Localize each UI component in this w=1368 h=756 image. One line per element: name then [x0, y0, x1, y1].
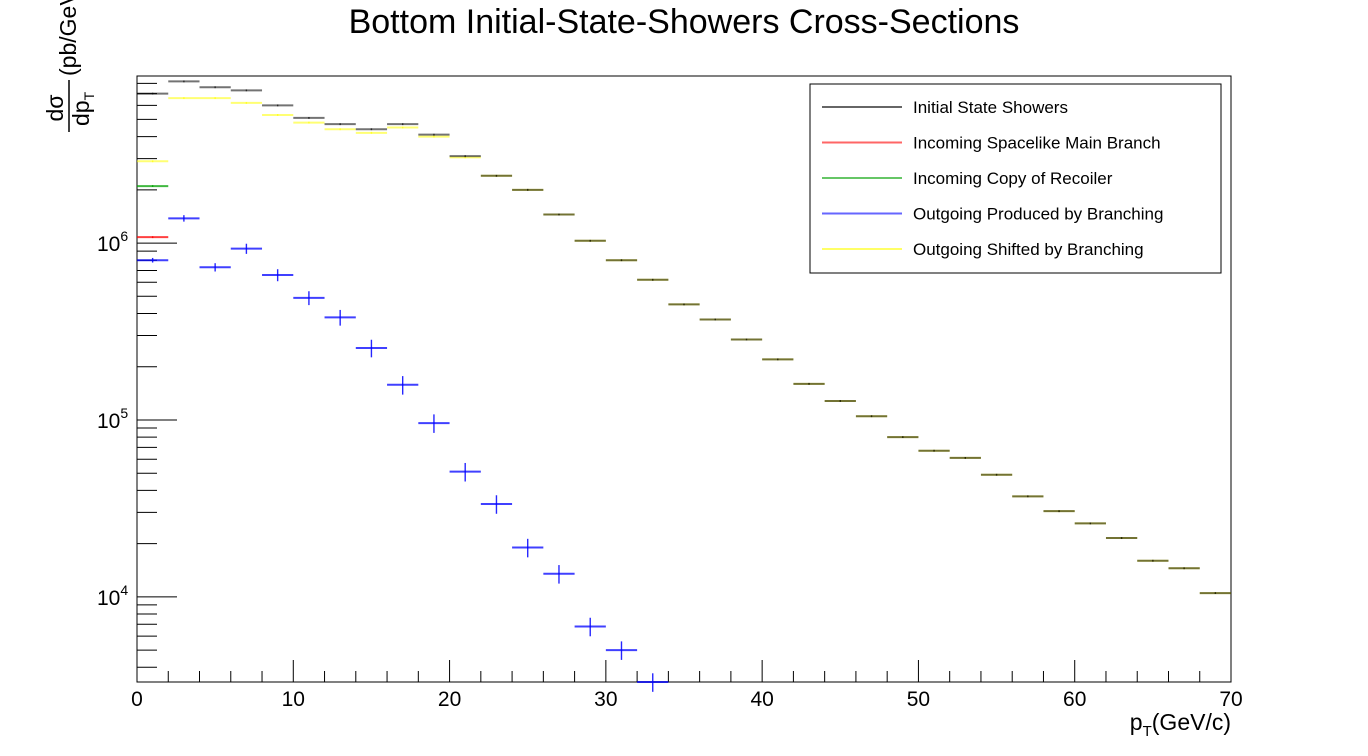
- y-tick-label: 106: [97, 228, 128, 256]
- x-axis-label-unit: (GeV/c): [1152, 709, 1231, 735]
- legend-label: Initial State Showers: [913, 98, 1068, 117]
- series-1: [137, 236, 169, 239]
- y-tick-base: 10: [97, 587, 120, 610]
- legend-label: Outgoing Produced by Branching: [913, 205, 1163, 224]
- x-axis-label-sub: T: [1143, 723, 1152, 740]
- y-axis-label-unit: (pb/GeV/c): [55, 0, 81, 76]
- y-axis-label: dσ dpT (pb/GeV/c): [42, 0, 97, 132]
- y-axis-label-den-sub: T: [81, 91, 97, 100]
- series-layer: [137, 80, 1231, 692]
- series-0: [137, 80, 1231, 595]
- y-tick-base: 10: [97, 410, 120, 433]
- x-axis-label: pT(GeV/c): [1130, 709, 1231, 740]
- x-tick-label: 0: [131, 688, 143, 711]
- x-tick-label: 60: [1063, 688, 1086, 711]
- y-tick-exp: 4: [120, 582, 128, 598]
- x-tick-label: 20: [438, 688, 461, 711]
- chart-title: Bottom Initial-State-Showers Cross-Secti…: [349, 3, 1020, 41]
- y-tick-exp: 5: [120, 405, 128, 421]
- x-axis-label-main: p: [1130, 709, 1143, 735]
- legend: Initial State Showers Incoming Spacelike …: [809, 83, 1222, 274]
- series-2: [137, 185, 169, 188]
- y-axis-label-numerator: dσ: [42, 95, 68, 122]
- series-3: [137, 215, 669, 692]
- legend-label: Incoming Spacelike Main Branch: [913, 134, 1161, 153]
- legend-label: Outgoing Shifted by Branching: [913, 240, 1144, 259]
- x-tick-label: 30: [594, 688, 617, 711]
- y-tick-base: 10: [97, 233, 120, 256]
- y-axis-label-denominator: dpT: [68, 91, 97, 126]
- x-tick-label: 70: [1219, 688, 1242, 711]
- x-tick-label: 50: [907, 688, 930, 711]
- x-tick-label: 40: [750, 688, 773, 711]
- x-tick-label: 10: [282, 688, 305, 711]
- x-axis-ticks: 0 10 20 30 40 50 60 70: [131, 660, 1243, 711]
- legend-label: Incoming Copy of Recoiler: [913, 169, 1113, 188]
- y-tick-exp: 6: [120, 228, 128, 244]
- plot-frame: [136, 75, 1232, 683]
- y-axis-label-den-main: dp: [68, 100, 94, 126]
- y-tick-label: 104: [97, 582, 128, 610]
- y-tick-label: 105: [97, 405, 128, 433]
